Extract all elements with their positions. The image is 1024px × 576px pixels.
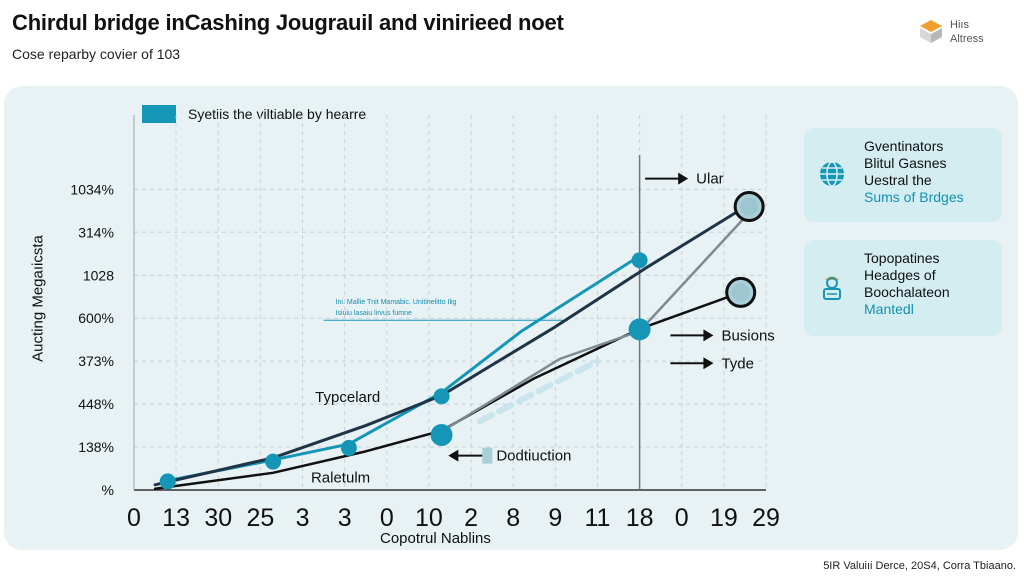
card-highlight: Sums of Brdges <box>864 189 964 205</box>
info-card-sums: Gventinators Blitul Gasnes Uestral the S… <box>804 128 1002 222</box>
card-line: Boochalateon <box>864 284 950 300</box>
card-line: Blitul Gasnes <box>864 155 947 171</box>
legend-swatch <box>142 105 176 123</box>
brand-logo: Hiıs Altress <box>918 14 1018 54</box>
card-line: Topopatines <box>864 250 940 266</box>
globe-icon <box>820 161 844 187</box>
chart-title: Chirdul bridge inCashing Jougrauil and v… <box>12 10 564 35</box>
card-line: Headges of <box>864 267 936 283</box>
card-text: Gventinators Blitul Gasnes Uestral the S… <box>864 138 964 206</box>
chart-subtitle: Cose reparby covier of 103 <box>12 46 181 62</box>
card-line: Gventinators <box>864 138 944 154</box>
logo-icon <box>920 20 942 43</box>
card-highlight: Mantedl <box>864 301 914 317</box>
y-axis-label: Aucting Megaıicsta <box>29 235 47 362</box>
chart-legend: Syetiis the viltiable by hearre <box>142 104 366 124</box>
logo-text: Hiıs Altress <box>950 19 984 45</box>
card-line: Uestral the <box>864 172 932 188</box>
info-card-mantedl: Topopatines Headges of Boochalateon Mant… <box>804 240 1002 336</box>
x-axis-label: Copotrul Nablins <box>380 530 491 547</box>
card-text: Topopatines Headges of Boochalateon Mant… <box>864 250 950 318</box>
worker-icon <box>823 276 841 300</box>
footer-credit: 5IR Valuiıi Derce, 20S4, Corra Tbiaano. <box>823 560 1016 572</box>
legend-label: Syetiis the viltiable by hearre <box>188 106 367 122</box>
